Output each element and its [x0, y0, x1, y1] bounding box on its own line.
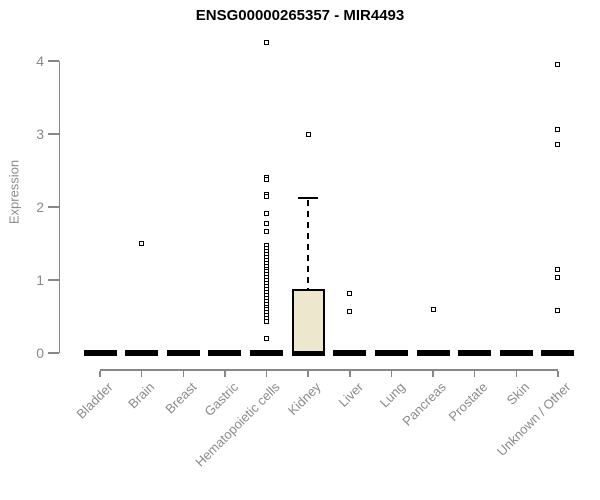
x-tick [432, 370, 434, 377]
x-tick [307, 370, 309, 377]
x-tick-label: Liver [335, 379, 366, 410]
collapsed-box-bar [374, 350, 408, 356]
y-tick-label: 3 [36, 126, 44, 142]
collapsed-box-bar [541, 350, 575, 356]
y-tick-label: 4 [36, 53, 44, 69]
outlier-point [264, 39, 270, 45]
outlier-point [264, 335, 270, 341]
x-tick [473, 370, 476, 377]
x-tick-label: Pancreas [399, 379, 449, 429]
x-tick [182, 370, 185, 377]
x-tick [390, 370, 393, 377]
outlier-point [264, 319, 270, 325]
x-tick [265, 370, 268, 377]
y-axis-title: Expression [6, 159, 22, 225]
outlier-point [264, 194, 270, 200]
x-tick-label: Brain [125, 379, 158, 412]
x-tick [99, 370, 101, 377]
x-tick-label: Kidney [285, 379, 325, 419]
x-axis-line [100, 369, 558, 371]
outlier-point [264, 220, 270, 226]
collapsed-box-bar [499, 350, 533, 356]
outlier-point [305, 131, 311, 137]
collapsed-box-bar [458, 350, 492, 356]
x-tick-label: Gastric [201, 379, 241, 420]
y-tick-label: 2 [36, 199, 44, 215]
collapsed-box-bar [125, 350, 159, 356]
x-tick [224, 370, 226, 377]
chart-title: ENSG00000265357 - MIR4493 [195, 7, 405, 24]
collapsed-box-bar [333, 350, 367, 356]
outlier-point [555, 62, 561, 68]
x-tick-label: Breast [162, 379, 200, 417]
x-tick [515, 370, 518, 377]
x-tick [557, 370, 559, 377]
median-line [291, 350, 325, 356]
outlier-point [555, 127, 561, 133]
collapsed-box-bar [166, 350, 200, 356]
outlier-point [555, 308, 561, 314]
collapsed-box-bar [208, 350, 242, 356]
x-tick-label: Unknown / Other [494, 379, 574, 459]
whisker [306, 200, 310, 289]
outlier-point [347, 290, 353, 296]
y-tick-label: 0 [36, 345, 44, 361]
y-tick [48, 352, 59, 354]
outlier-point [555, 142, 561, 148]
collapsed-box-bar [250, 350, 284, 356]
y-axis-line [58, 61, 60, 353]
x-tick-label: Prostate [445, 379, 491, 425]
outlier-point [264, 177, 270, 183]
y-tick-label: 1 [36, 272, 44, 288]
x-tick-label: Skin [503, 379, 533, 408]
outlier-point [555, 266, 561, 272]
outlier-point [264, 229, 270, 235]
collapsed-box-bar [416, 350, 450, 356]
box [291, 288, 325, 353]
y-tick [48, 133, 59, 135]
y-tick [48, 206, 59, 208]
x-tick-label: Bladder [73, 379, 116, 422]
x-tick-label: Lung [376, 379, 408, 411]
y-tick [48, 60, 59, 62]
outlier-point [264, 211, 270, 217]
outlier-point [347, 308, 353, 314]
outlier-point [430, 307, 436, 313]
whisker-cap [298, 196, 319, 200]
y-tick [48, 279, 59, 281]
outlier-point [555, 275, 561, 281]
x-tick [140, 370, 143, 377]
x-tick [349, 370, 351, 377]
outlier-point [139, 241, 145, 246]
collapsed-box-bar [83, 350, 117, 356]
